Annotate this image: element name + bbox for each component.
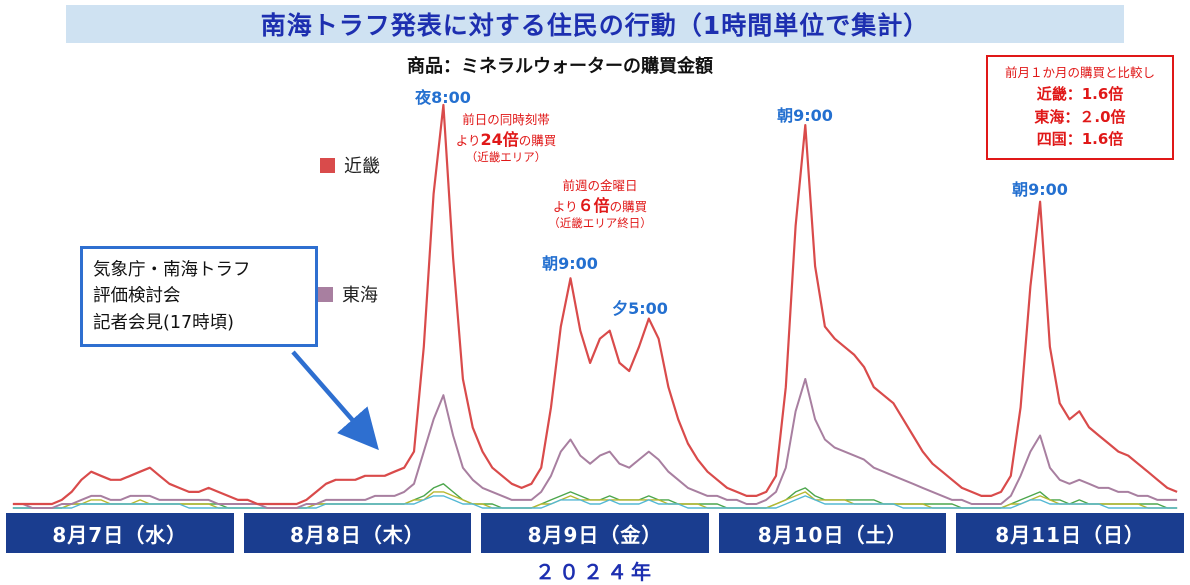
year-label: ２０２４年	[535, 560, 655, 584]
day-label-thu: 8月8日（木）	[243, 513, 472, 553]
time-label-fri-9am: 朝9:00	[542, 254, 598, 273]
chart-subtitle: 商品：ミネラルウォーターの購買金額	[407, 56, 713, 77]
press-conference-line1: 気象庁・南海トラフ	[93, 260, 251, 280]
note-6x-line2: より６倍の購買	[552, 195, 648, 215]
event-arrow	[291, 350, 379, 451]
note-6x-line3: （近畿エリア終日）	[548, 216, 652, 231]
comparison-row-tokai: 東海：２.0倍	[1034, 107, 1126, 126]
day-axis: 8月7日（水） 8月8日（木） 8月9日（金） 8月10日（土） 8月11日（日…	[6, 513, 1184, 553]
time-label-sat-9am: 朝9:00	[777, 106, 833, 125]
time-label-fri-5pm: 夕5:00	[612, 299, 668, 318]
comparison-note-box: 前月１か月の購買と比較し 近畿：1.6倍 東海：２.0倍 四国：1.6倍	[986, 55, 1174, 160]
tokai-color-swatch-icon	[318, 286, 333, 302]
note-24x-line3: （近畿エリア）	[465, 150, 547, 165]
series-unlabeled-cyan	[12, 495, 1178, 509]
press-conference-line2: 評価検討会	[93, 286, 181, 307]
note-24x-purchase: 前日の同時刻帯 より24倍の購買 （近畿エリア）	[446, 112, 566, 166]
comparison-row-kinki: 近畿：1.6倍	[1036, 85, 1124, 103]
legend-label-kinki: 近畿	[344, 156, 380, 177]
legend-item-tokai: 東海	[318, 281, 378, 307]
day-label-sun: 8月11日（日）	[956, 513, 1184, 553]
kinki-color-swatch-icon	[320, 157, 335, 173]
press-conference-callout: 気象庁・南海トラフ 評価検討会 記者会見(17時頃)	[80, 246, 318, 347]
day-label-sat: 8月10日（土）	[718, 513, 947, 553]
note-24x-line1: 前日の同時刻帯	[462, 112, 550, 127]
time-label-thu-8pm: 夜8:00	[415, 88, 471, 107]
time-label-sun-9am: 朝9:00	[1012, 180, 1068, 199]
note-6x-line1: 前週の金曜日	[562, 178, 638, 193]
series-近畿	[12, 103, 1178, 506]
legend-item-kinki: 近畿	[320, 152, 380, 178]
comparison-heading: 前月１か月の購買と比較し	[1004, 65, 1155, 80]
title-bar: 南海トラフ発表に対する住民の行動（1時間単位で集計）	[66, 5, 1124, 43]
press-conference-line3: 記者会見(17時頃)	[93, 312, 234, 333]
day-label-fri: 8月9日（金）	[481, 513, 709, 553]
day-label-wed: 8月7日（水）	[6, 513, 234, 553]
page-title: 南海トラフ発表に対する住民の行動（1時間単位で集計）	[260, 11, 930, 40]
comparison-row-shikoku: 四国：1.6倍	[1036, 130, 1124, 148]
legend-label-tokai: 東海	[342, 285, 378, 306]
note-24x-line2: より24倍の購買	[455, 129, 557, 149]
series-東海	[12, 378, 1178, 509]
note-6x-purchase: 前週の金曜日 より６倍の購買 （近畿エリア終日）	[535, 178, 665, 232]
